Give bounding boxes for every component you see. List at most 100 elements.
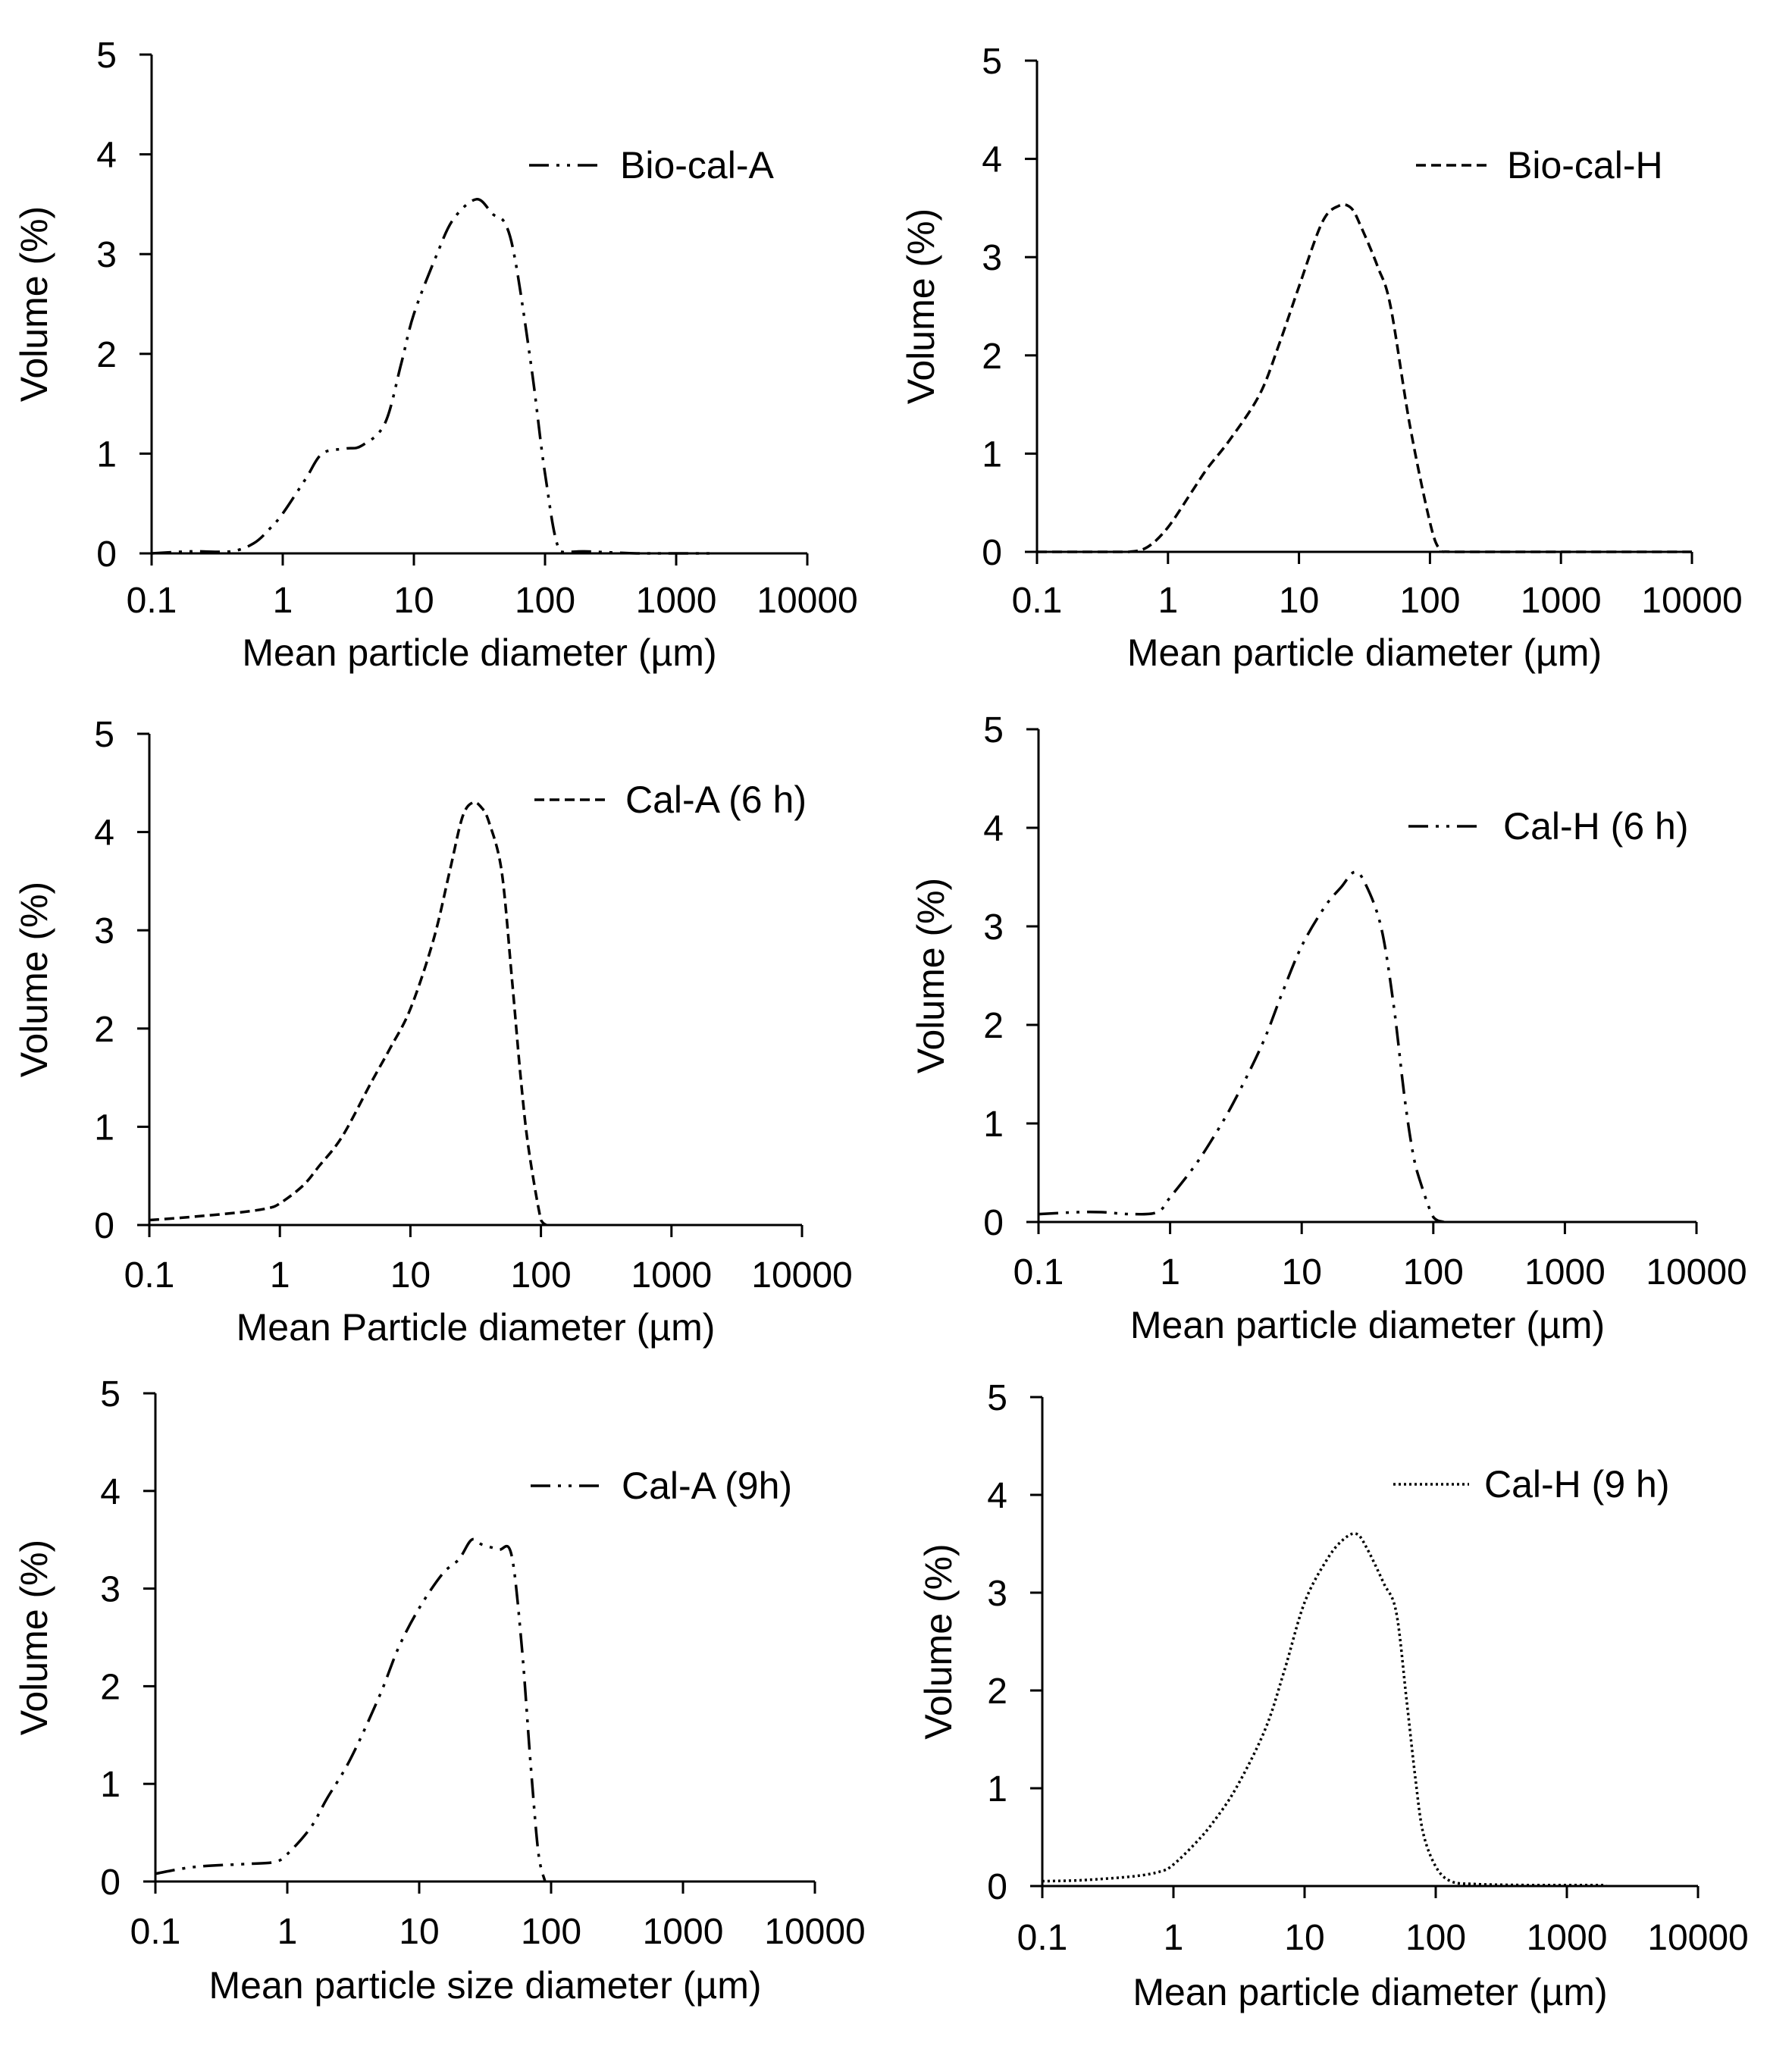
y-tick-label: 4 (94, 813, 114, 854)
x-tick-label: 10000 (1641, 581, 1742, 621)
legend-label: Bio-cal-A (620, 144, 774, 186)
x-axis-title: Mean particle size diameter (µm) (208, 1964, 761, 2007)
y-tick-label: 5 (96, 36, 117, 76)
x-axis-title: Mean particle diameter (µm) (1130, 1304, 1605, 1346)
x-tick-label: 100 (1405, 1918, 1466, 1958)
y-tick-label: 2 (982, 337, 1002, 377)
legend-label: Cal-A (9h) (622, 1465, 792, 1507)
x-tick-label: 1 (270, 1255, 290, 1296)
y-tick-label: 3 (96, 235, 117, 275)
x-tick-label: 1000 (1527, 1918, 1608, 1958)
chart-panel: 0.1 1 10 100 1000 10000 0 1 2 3 4 5 Mean Particle di… (13, 715, 853, 1349)
y-axis-title: Volume (%) (13, 206, 55, 402)
y-tick-label: 2 (94, 1010, 114, 1050)
x-axis-title: Mean Particle diameter (µm) (237, 1306, 716, 1349)
y-tick-label: 2 (100, 1667, 121, 1707)
x-axis-title: Mean particle diameter (µm) (1127, 631, 1602, 674)
y-tick-label: 3 (983, 907, 1004, 948)
x-tick-label: 1 (1164, 1918, 1184, 1958)
x-tick-label: 10000 (757, 581, 857, 621)
x-tick-label: 0.1 (1017, 1918, 1068, 1958)
x-tick-label: 1 (1158, 581, 1178, 621)
y-tick-label: 0 (100, 1863, 121, 1903)
y-tick-label: 1 (94, 1108, 114, 1148)
y-axis-title: Volume (%) (910, 878, 952, 1073)
x-tick-label: 1000 (1521, 581, 1602, 621)
y-tick-label: 1 (100, 1765, 121, 1805)
x-tick-label: 10000 (764, 1912, 865, 1952)
x-tick-label: 10 (1284, 1918, 1324, 1958)
x-tick-label: 10000 (1646, 1252, 1747, 1292)
chart-panel: 0.1 1 10 100 1000 10000 0 1 2 3 4 5 Mean particle di… (900, 42, 1743, 674)
x-tick-label: 1000 (631, 1255, 712, 1296)
x-tick-label: 100 (1399, 581, 1460, 621)
y-tick-label: 5 (983, 710, 1004, 750)
y-tick-label: 2 (983, 1006, 1004, 1046)
y-tick-label: 1 (983, 1104, 1004, 1145)
y-tick-label: 0 (96, 534, 117, 575)
y-tick-label: 4 (983, 809, 1004, 849)
y-tick-label: 5 (100, 1374, 121, 1415)
chart-panel: 0.1 1 10 100 1000 10000 0 1 2 3 4 5 Mean particle di… (13, 36, 858, 674)
y-tick-label: 2 (987, 1672, 1007, 1712)
chart-panel: 0.1 1 10 100 1000 10000 0 1 2 3 4 5 Mean particle di… (910, 710, 1747, 1346)
x-tick-label: 0.1 (127, 581, 177, 621)
y-tick-label: 0 (982, 533, 1002, 573)
legend-label: Bio-cal-H (1507, 144, 1663, 186)
x-tick-label: 1000 (1524, 1252, 1606, 1292)
x-tick-label: 0.1 (130, 1912, 181, 1952)
y-tick-label: 1 (96, 434, 117, 475)
x-tick-label: 1 (1160, 1252, 1180, 1292)
chart-panel: 0.1 1 10 100 1000 10000 0 1 2 3 4 5 Mean particle di… (917, 1378, 1749, 2013)
x-tick-label: 100 (511, 1255, 572, 1296)
y-tick-label: 5 (987, 1378, 1007, 1418)
y-axis-title: Volume (%) (13, 1540, 55, 1735)
x-tick-label: 0.1 (124, 1255, 175, 1296)
x-tick-label: 10 (399, 1912, 439, 1952)
y-tick-label: 5 (982, 42, 1002, 82)
x-axis-title: Mean particle diameter (µm) (1133, 1971, 1607, 2013)
y-tick-label: 4 (987, 1476, 1007, 1516)
x-tick-label: 10000 (751, 1255, 852, 1296)
x-tick-label: 100 (515, 581, 575, 621)
y-tick-label: 4 (100, 1472, 121, 1512)
series-line (1037, 203, 1693, 553)
x-tick-label: 100 (1403, 1252, 1464, 1292)
legend-label: Cal-H (9 h) (1484, 1463, 1669, 1506)
x-tick-label: 1000 (643, 1912, 724, 1952)
y-tick-label: 0 (987, 1867, 1007, 1907)
y-axis-title: Volume (%) (917, 1543, 960, 1739)
chart-panel: 0.1 1 10 100 1000 10000 0 1 2 3 4 5 Mean particle si… (13, 1374, 866, 2007)
legend-label: Cal-H (6 h) (1503, 805, 1688, 848)
y-tick-label: 4 (982, 140, 1002, 180)
y-tick-label: 0 (983, 1203, 1004, 1243)
series-line (1042, 1532, 1607, 1887)
x-tick-label: 10 (1282, 1252, 1322, 1292)
x-axis-title: Mean particle diameter (µm) (242, 631, 716, 674)
x-tick-label: 10 (1279, 581, 1319, 621)
y-tick-label: 3 (100, 1570, 121, 1610)
y-axis-title: Volume (%) (900, 208, 942, 404)
y-tick-label: 2 (96, 335, 117, 375)
y-tick-label: 1 (987, 1769, 1007, 1809)
y-tick-label: 4 (96, 136, 117, 176)
series-line (1038, 870, 1445, 1224)
x-tick-label: 10000 (1647, 1918, 1748, 1958)
y-tick-label: 3 (94, 911, 114, 951)
y-axis-title: Volume (%) (13, 882, 55, 1077)
legend-label: Cal-A (6 h) (625, 779, 807, 821)
x-tick-label: 10 (393, 581, 434, 621)
x-tick-label: 10 (390, 1255, 431, 1296)
x-tick-label: 1 (273, 581, 293, 621)
x-tick-label: 0.1 (1012, 581, 1063, 621)
y-tick-label: 5 (94, 715, 114, 755)
y-tick-label: 0 (94, 1206, 114, 1246)
x-tick-label: 1000 (636, 581, 717, 621)
series-line (149, 801, 547, 1227)
series-line (155, 1537, 547, 1882)
y-tick-label: 1 (982, 434, 1002, 475)
y-tick-label: 3 (982, 238, 1002, 278)
x-tick-label: 1 (277, 1912, 298, 1952)
